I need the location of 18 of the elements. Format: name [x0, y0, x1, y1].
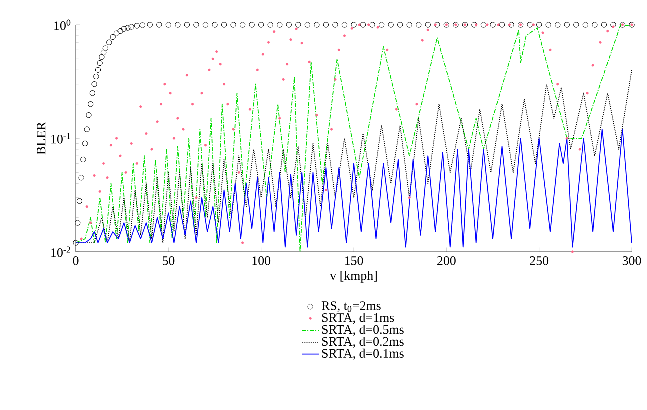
legend-label: SRTA, d=1ms — [322, 313, 394, 324]
y-tick-label: 10$^{-1}$ — [52, 133, 70, 144]
x-tick-label: 150 — [345, 256, 364, 266]
legend-label: SRTA, d=0.1ms — [322, 348, 404, 360]
legend-label: SRTA, d=0.5ms — [322, 325, 404, 336]
x-tick-label: 300 — [622, 256, 642, 266]
y-axis-title: BLER — [37, 122, 46, 155]
y-tick-label: 10$^{-2}$ — [52, 246, 70, 258]
x-tick-label: 200 — [438, 256, 456, 266]
legend-label: SRTA, d=0.2ms — [322, 336, 404, 348]
x-tick-label: 50 — [162, 256, 175, 266]
line-series — [76, 129, 632, 248]
legend-label: RS, t$_{0}$=2ms — [322, 302, 381, 312]
y-tick-label: 10$^{0}$ — [54, 20, 71, 30]
x-tick-label: 0 — [73, 256, 79, 266]
x-axis-title: v [kmph] — [330, 271, 377, 283]
x-tick-label: 100 — [252, 256, 271, 266]
x-tick-label: 250 — [530, 256, 549, 266]
